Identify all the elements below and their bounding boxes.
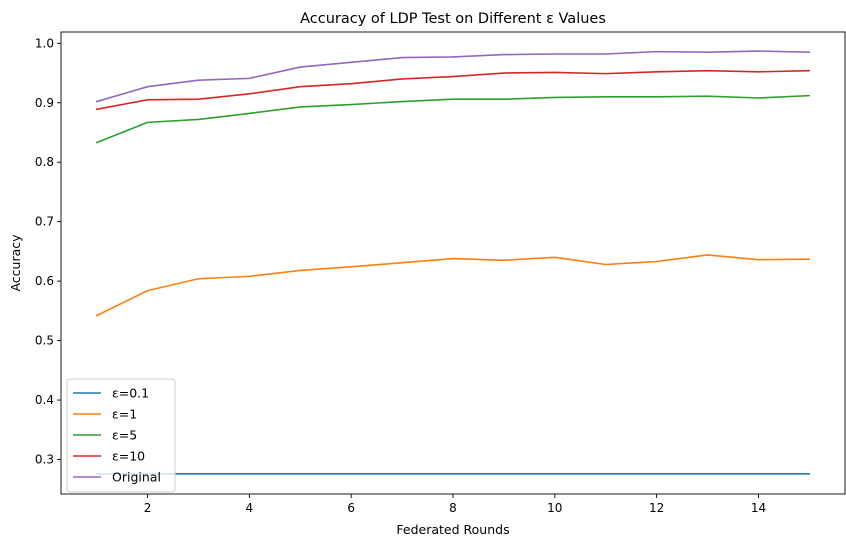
legend: ε=0.1 ε=1 ε=5 ε=10 Original: [66, 378, 176, 493]
chart-title: Accuracy of LDP Test on Different ε Valu…: [300, 11, 606, 27]
legend-entry-label: ε=5: [112, 428, 137, 443]
legend-entry-label: Original: [112, 470, 161, 485]
x-tick-label: 12: [649, 501, 664, 515]
x-tick-label: 6: [347, 501, 355, 515]
x-axis-ticks: 2 4 6 8 10 12 14: [144, 494, 766, 515]
y-axis-ticks: 0.3 0.4 0.5 0.6 0.7 0.8 0.9 1.0: [35, 36, 61, 467]
y-tick-label: 0.5: [35, 334, 54, 348]
plot-frame: [60, 31, 846, 495]
x-tick-label: 8: [449, 501, 457, 515]
x-axis-label: Federated Rounds: [396, 522, 509, 537]
legend-entry-label: ε=1: [112, 407, 137, 422]
x-tick-label: 2: [144, 501, 152, 515]
series-line-1: [95, 254, 811, 317]
y-tick-label: 0.8: [35, 155, 54, 169]
legend-entry-label: ε=10: [112, 449, 145, 464]
series-line-2: [95, 94, 811, 144]
x-tick-label: 4: [246, 501, 254, 515]
y-tick-label: 0.3: [35, 453, 54, 467]
y-tick-label: 0.9: [35, 96, 54, 110]
y-tick-label: 0.6: [35, 274, 54, 288]
series-line-3: [95, 69, 811, 111]
plot-lines: [95, 50, 811, 475]
legend-box: [66, 378, 176, 493]
series-line-4: [95, 50, 811, 103]
legend-entry-label: ε=0.1: [112, 386, 149, 401]
y-axis-label: Accuracy: [8, 234, 23, 292]
y-tick-label: 0.7: [35, 215, 54, 229]
y-tick-label: 0.4: [35, 393, 54, 407]
x-tick-label: 10: [547, 501, 562, 515]
y-tick-label: 1.0: [35, 36, 54, 50]
x-tick-label: 14: [751, 501, 766, 515]
